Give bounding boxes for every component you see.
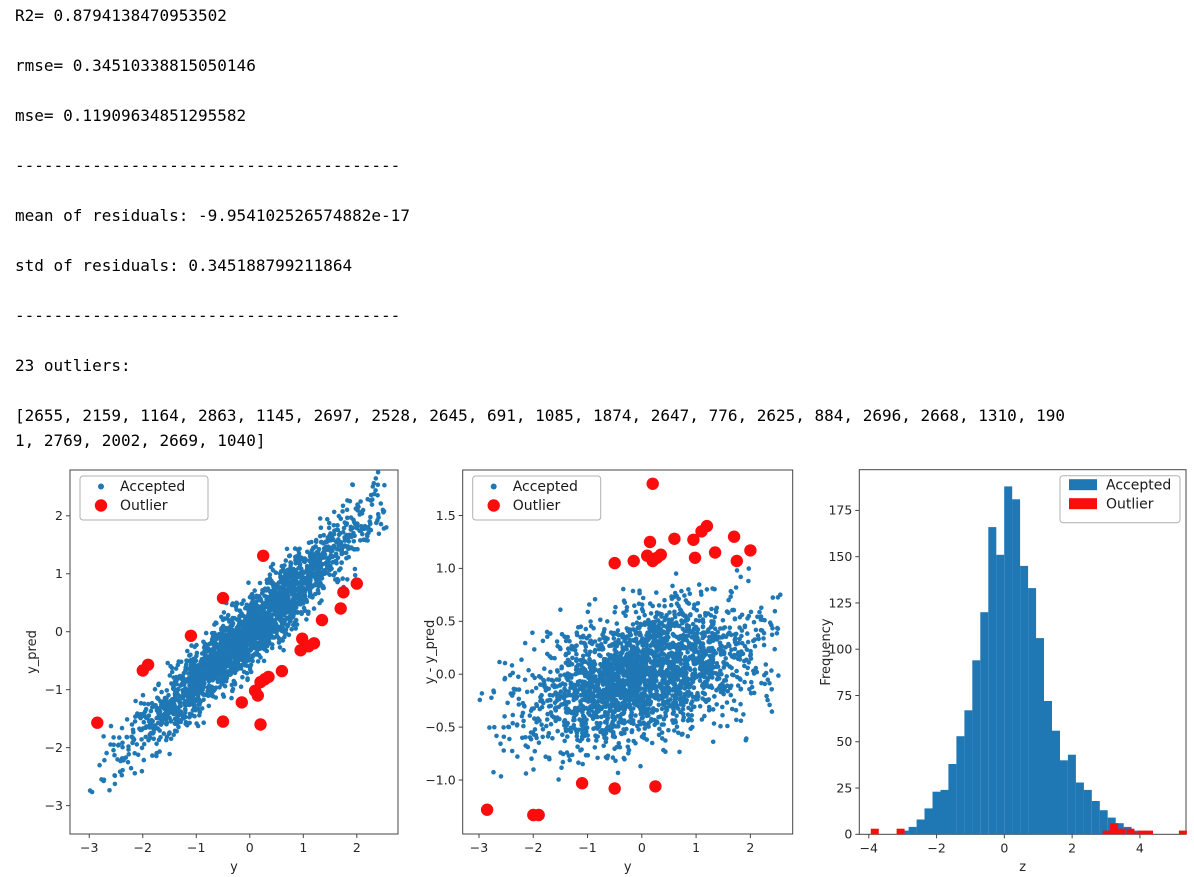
axes-frame xyxy=(858,469,1187,835)
x-tick-label: 0 xyxy=(246,840,254,855)
axes-frame xyxy=(69,469,399,835)
console-line-rmse: rmse= 0.34510338815050146 xyxy=(15,56,256,75)
console-output: R2= 0.8794138470953502 rmse= 0.345103388… xyxy=(15,3,1070,453)
console-line-outlier-list: [2655, 2159, 1164, 2863, 1145, 2697, 252… xyxy=(15,406,1065,450)
console-line-blank xyxy=(15,128,1070,153)
outlier-bars xyxy=(870,823,1187,835)
x-tick-label: 0 xyxy=(1000,840,1008,855)
y-tick-label: 0 xyxy=(844,827,852,842)
y-tick-label: 0.5 xyxy=(436,614,456,629)
y-tick-label: −1.0 xyxy=(425,772,455,787)
x-tick-label: −3 xyxy=(470,840,488,855)
legend-label: Accepted xyxy=(120,479,185,495)
console-line-mse: mse= 0.11909634851295582 xyxy=(15,106,247,125)
x-tick-label: 2 xyxy=(1068,840,1076,855)
console-line-blank xyxy=(15,228,1070,253)
legend-swatch-outlier xyxy=(1069,498,1097,510)
y-tick-label: 100 xyxy=(828,642,852,657)
y-tick-label: 0 xyxy=(55,624,63,639)
scatter-plot-y-vs-residual: −3 −2 −1 0 1 2 −1.0 −0.5 0.0 0.5 1.0 1.5 y y - y_pred… xyxy=(423,469,794,875)
y-axis-label: Frequency xyxy=(819,618,834,685)
legend-marker-accepted xyxy=(98,483,104,490)
accepted-points xyxy=(87,470,389,795)
y-tick-label: 2 xyxy=(55,508,63,523)
legend-box xyxy=(472,475,602,521)
legend: Accepted Outlier xyxy=(79,475,209,521)
legend: Accepted Outlier xyxy=(1059,475,1181,524)
accepted-points xyxy=(477,566,783,782)
x-tick-label: 4 xyxy=(1136,840,1144,855)
y-axis-label: y_pred xyxy=(25,630,40,674)
y-tick-label: 125 xyxy=(828,595,852,610)
outlier-points xyxy=(480,477,757,822)
x-tick-label: −3 xyxy=(80,840,98,855)
legend-label: Accepted xyxy=(513,479,578,495)
x-axis-label: z xyxy=(1019,860,1026,875)
x-tick-label: 2 xyxy=(353,840,361,855)
y-axis-label: y - y_pred xyxy=(423,620,438,684)
console-divider: ---------------------------------------- xyxy=(15,306,401,325)
x-tick-label: −2 xyxy=(927,840,945,855)
console-line-blank xyxy=(15,378,1070,403)
outlier-points xyxy=(91,549,363,731)
legend-label: Outlier xyxy=(1106,497,1154,513)
y-tick-label: 175 xyxy=(828,503,852,518)
x-tick-label: −2 xyxy=(524,840,542,855)
x-tick-label: −1 xyxy=(187,840,205,855)
x-tick-label: −4 xyxy=(860,840,878,855)
x-tick-label: 1 xyxy=(299,840,307,855)
x-axis-label: y xyxy=(230,860,238,875)
matplotlib-figure: −3 −2 −1 0 1 2 −3 −2 −1 0 1 2 y y_pred Accepted Outlier… xyxy=(0,465,1194,877)
legend: Accepted Outlier xyxy=(472,475,602,521)
legend-box xyxy=(79,475,209,521)
y-tick-label: 25 xyxy=(836,780,852,795)
x-tick-label: −1 xyxy=(578,840,596,855)
legend-marker-accepted xyxy=(490,483,497,490)
x-tick-label: 0 xyxy=(638,840,646,855)
x-axis-label: y xyxy=(624,860,632,875)
console-line-blank xyxy=(15,328,1070,353)
y-tick-label: 1.0 xyxy=(436,561,456,576)
accepted-bars xyxy=(900,486,1140,835)
legend-label: Outlier xyxy=(120,498,168,514)
y-tick-label: 1 xyxy=(55,566,63,581)
y-tick-label: −0.5 xyxy=(425,719,455,734)
y-tick-label: 150 xyxy=(828,549,852,564)
scatter-plot-y-vs-ypred: −3 −2 −1 0 1 2 −3 −2 −1 0 1 2 y y_pred Accepted Outlier xyxy=(25,469,399,875)
legend-marker-outlier xyxy=(94,499,108,512)
console-line-std-residuals: std of residuals: 0.345188799211864 xyxy=(15,256,353,275)
legend-label: Accepted xyxy=(1106,478,1171,494)
console-line-outlier-count: 23 outliers: xyxy=(15,356,131,375)
y-tick-label: −3 xyxy=(45,798,63,813)
histogram-residual-zscore-histogram: −4 −2 0 2 4 0 25 50 75 100 125 150 175 z Frequency Acce… xyxy=(819,469,1187,875)
console-line-blank xyxy=(15,78,1070,103)
console-line-r2: R2= 0.8794138470953502 xyxy=(15,6,227,25)
console-line-mean-residuals: mean of residuals: -9.954102526574882e-1… xyxy=(15,206,410,225)
x-tick-label: 1 xyxy=(692,840,700,855)
console-line-blank xyxy=(15,28,1070,53)
y-tick-label: 0.0 xyxy=(436,667,456,682)
y-tick-label: 75 xyxy=(836,688,852,703)
console-line-blank xyxy=(15,278,1070,303)
console-line-blank xyxy=(15,178,1070,203)
y-tick-label: 50 xyxy=(836,734,852,749)
console-divider: ---------------------------------------- xyxy=(15,156,401,175)
x-tick-label: −2 xyxy=(134,840,152,855)
x-tick-label: 2 xyxy=(746,840,754,855)
axes-frame xyxy=(462,469,794,835)
y-tick-label: −1 xyxy=(45,682,63,697)
y-tick-label: 1.5 xyxy=(436,508,456,523)
legend-label: Outlier xyxy=(513,498,561,514)
legend-marker-outlier xyxy=(487,499,500,512)
y-tick-label: −2 xyxy=(45,740,63,755)
legend-swatch-accepted xyxy=(1069,479,1097,491)
